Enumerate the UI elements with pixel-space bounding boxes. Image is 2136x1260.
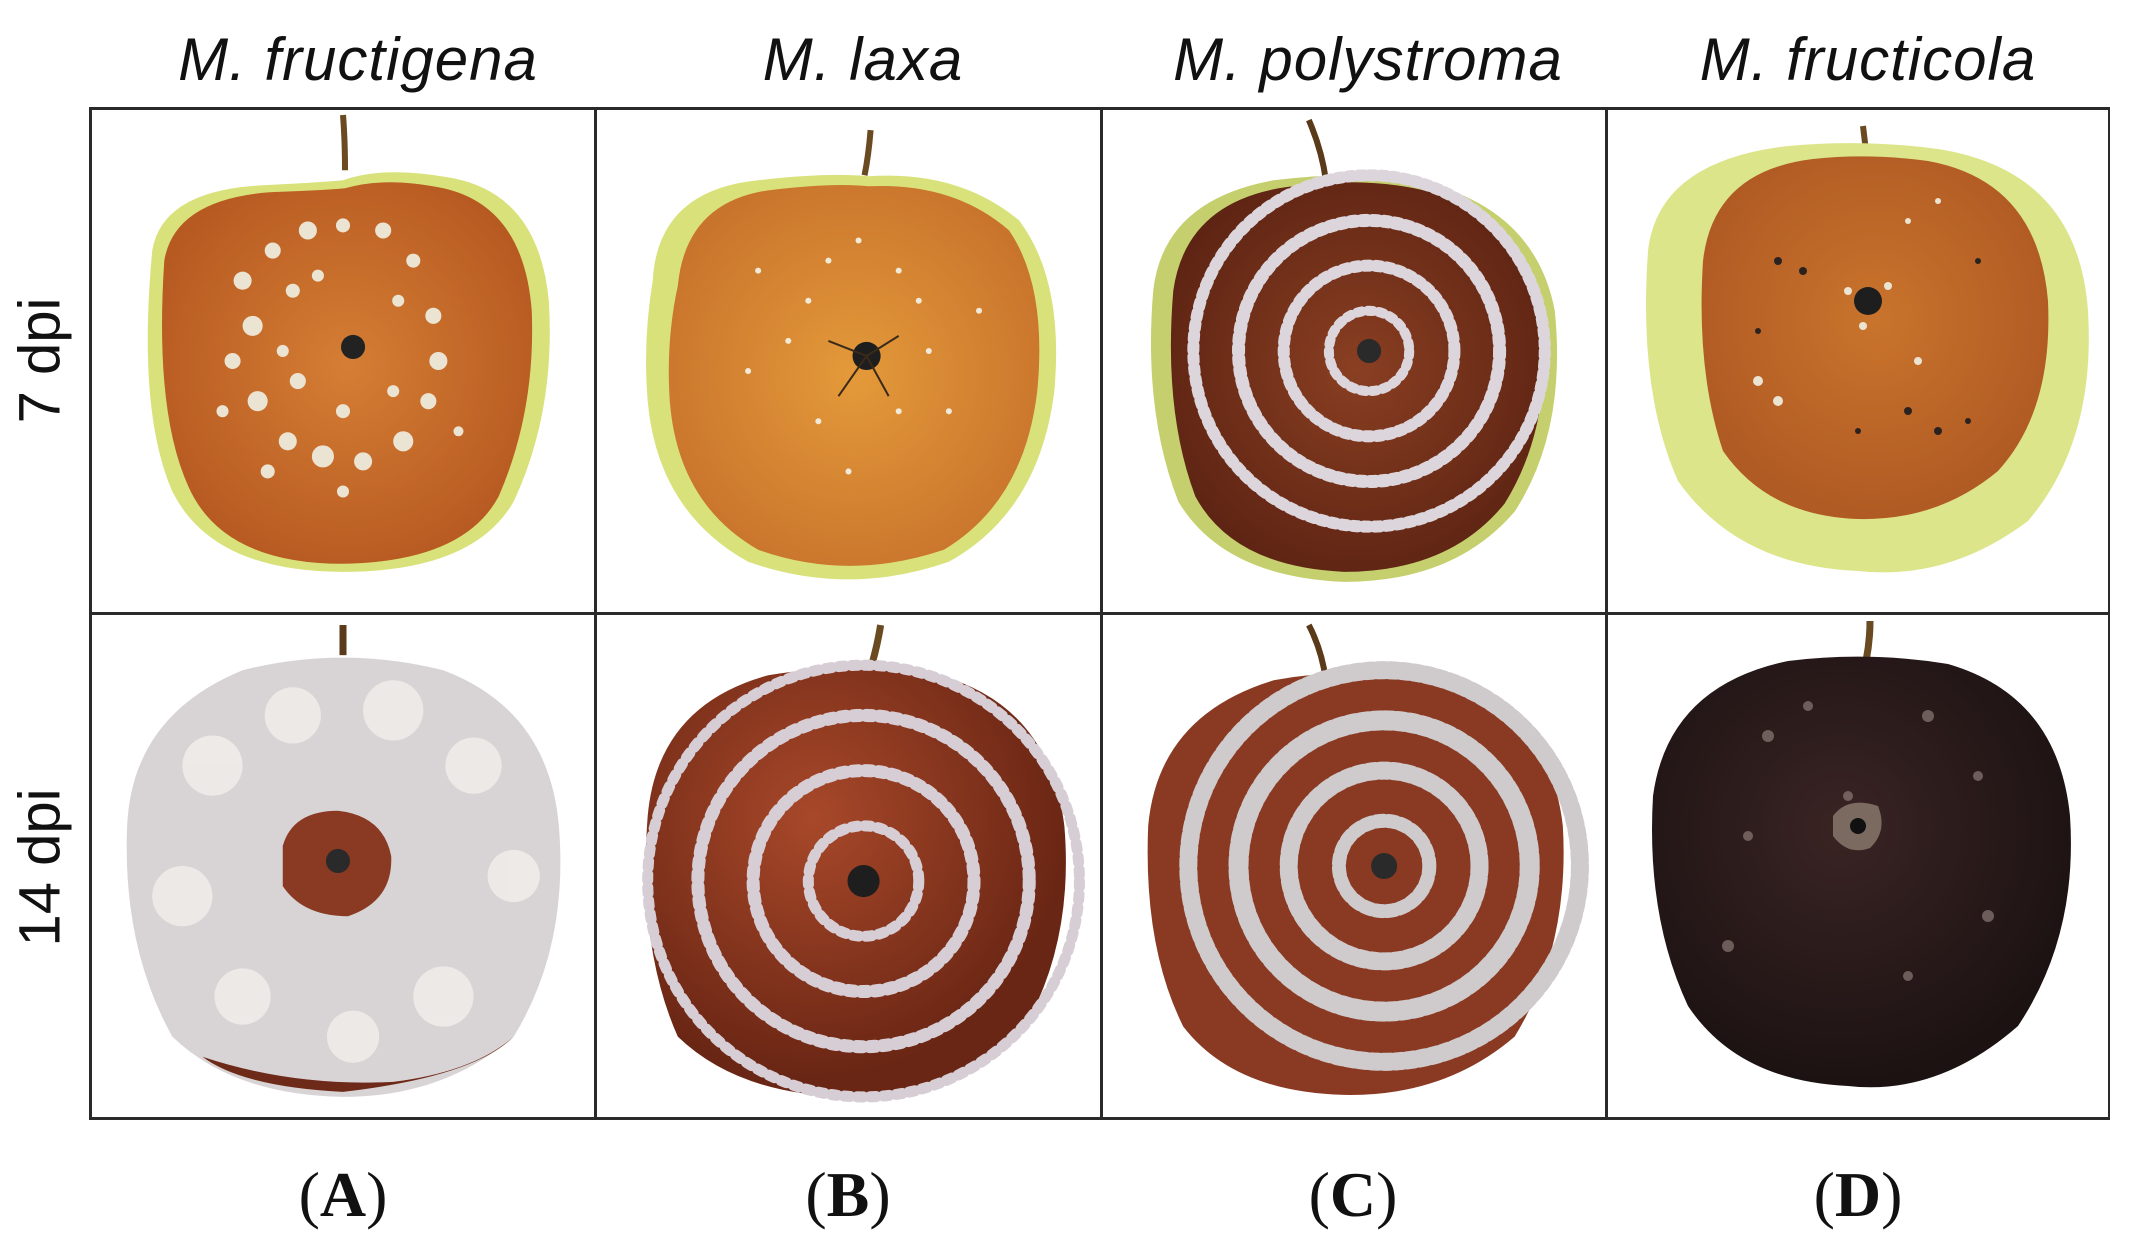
apple-photo-polystroma-14dpi (1103, 615, 1605, 1117)
apple-photo-fructigena-14dpi (92, 615, 594, 1117)
row-label-14dpi: 14 dpi (7, 788, 73, 947)
apple-photo-laxa-14dpi (597, 615, 1100, 1117)
panel-label-a: (A) (298, 1159, 388, 1230)
species-header-fructicola: M. fructicola (1699, 26, 2037, 93)
species-header-polystroma: M. polystroma (1173, 26, 1563, 93)
apple-photo-fructicola-14dpi (1608, 615, 2108, 1117)
apple-photo-fructicola-7dpi (1608, 110, 2108, 612)
row-label-7dpi: 7 dpi (7, 297, 73, 423)
apple-photo-laxa-7dpi (597, 110, 1100, 612)
panel-label-c: (C) (1308, 1159, 1398, 1230)
apple-photo-fructigena-7dpi (92, 110, 594, 612)
species-header-laxa: M. laxa (762, 26, 964, 93)
apple-photo-polystroma-7dpi (1103, 110, 1605, 612)
grid-divider (89, 612, 2110, 615)
panel-label-b: (B) (805, 1159, 891, 1230)
species-header-fructigena: M. fructigena (178, 26, 538, 93)
panel-label-d: (D) (1813, 1159, 1903, 1230)
